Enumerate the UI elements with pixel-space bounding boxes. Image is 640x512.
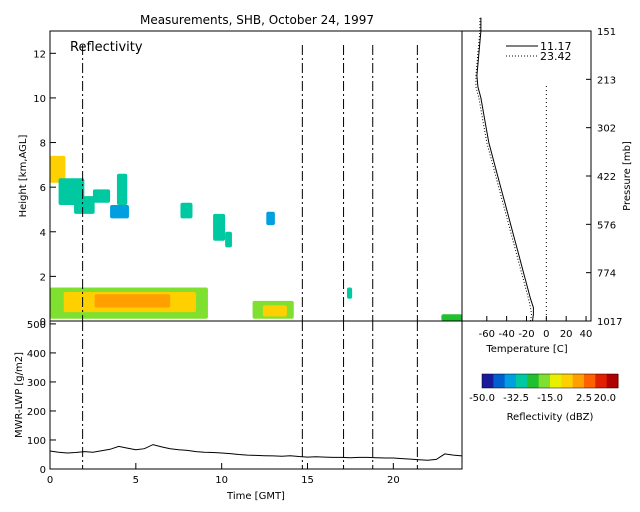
reflectivity-y-axis-label: Height [km,AGL] (18, 135, 29, 218)
y-tick-label: 12 (33, 49, 46, 60)
colorbar-tick-label: 2.5 (576, 393, 592, 404)
reflectivity-panel: 0 2 4 6 8 10 12 Reflectivity Height [km,AGL] (18, 30, 463, 328)
echo-region (441, 314, 462, 321)
echo-region (74, 196, 95, 214)
echo-region (262, 305, 287, 317)
colorbar-label: Reflectivity (dBZ) (507, 412, 594, 423)
profile-legend: 11.17 23.42 (506, 40, 572, 63)
y-tick-label: 300 (27, 378, 46, 389)
y-tick-label: 4 (40, 228, 46, 239)
colorbar-swatch (595, 374, 608, 388)
echo-region (346, 287, 353, 299)
legend-entry-2: 23.42 (540, 50, 572, 63)
colorbar-swatch (516, 374, 528, 388)
pressure-y-ticks: 1017 774 576 422 302 213 151 (586, 27, 622, 328)
lwp-dashed-lines (82, 321, 418, 469)
echo-region (266, 211, 275, 226)
profile-series (475, 17, 547, 322)
time-x-ticks: 0 5 10 15 20 (47, 463, 400, 486)
pressure-tick-label: 151 (597, 27, 616, 38)
temperature-x-ticks: -60 -40 -20 0 20 40 (479, 316, 593, 340)
pressure-tick-label: 213 (597, 75, 616, 86)
echo-region (225, 231, 232, 248)
colorbar-swatch (482, 374, 494, 388)
legend-entry-1: 11.17 (540, 40, 572, 53)
echo-region (94, 294, 171, 308)
y-tick-label: 2 (40, 272, 46, 283)
reflectivity-echoes (50, 155, 462, 321)
pressure-y-axis-label: Pressure [mb] (622, 141, 633, 211)
echo-region (92, 189, 111, 203)
colorbar-swatch (504, 374, 517, 388)
echo-region (110, 205, 129, 219)
colorbar-swatch (527, 374, 540, 388)
colorbar-swatch (584, 374, 596, 388)
lwp-y-axis-label: MWR-LWP [g/m2] (14, 352, 25, 438)
colorbar-swatch (550, 374, 562, 388)
lwp-panel: 0 5 10 15 20 0 100 200 300 400 500 MWR-LWP [g/m2]… (14, 320, 463, 502)
colorbar: -50.0 -32.5 -15.0 2.5 20.0 Reflectivity (dBZ… (469, 373, 619, 423)
y-tick-label: 0 (40, 465, 46, 476)
x-tick-label: 0 (543, 329, 549, 340)
colorbar-swatch (493, 374, 506, 388)
colorbar-swatch (561, 374, 574, 388)
y-tick-label: 10 (33, 94, 46, 105)
profile-line (475, 17, 533, 322)
figure-title: Measurements, SHB, October 24, 1997 (140, 13, 374, 27)
echo-region (50, 155, 66, 183)
y-tick-label: 6 (40, 183, 46, 194)
pressure-tick-label: 774 (597, 269, 616, 280)
reflectivity-frame (49, 30, 463, 322)
x-tick-label: 20 (560, 329, 573, 340)
colorbar-frame (481, 373, 619, 389)
x-tick-label: 10 (215, 475, 228, 486)
y-tick-label: 0 (40, 317, 46, 328)
colorbar-swatches (482, 374, 619, 388)
x-tick-label: -40 (498, 329, 514, 340)
y-tick-label: 500 (27, 320, 46, 331)
pressure-tick-label: 576 (597, 220, 616, 231)
x-tick-label: 5 (133, 475, 139, 486)
temperature-x-axis-label: Temperature [C] (485, 344, 567, 355)
lwp-y-ticks: 0 100 200 300 400 500 (27, 320, 56, 476)
profile-frame (461, 30, 592, 322)
pressure-tick-label: 1017 (597, 317, 622, 328)
reflectivity-panel-label: Reflectivity (70, 40, 143, 55)
colorbar-tick-label: -50.0 (469, 393, 495, 404)
profile-line (476, 17, 534, 322)
reflectivity-y-ticks: 0 2 4 6 8 10 12 (33, 49, 56, 328)
y-tick-label: 100 (27, 436, 46, 447)
colorbar-swatch (606, 374, 619, 388)
x-tick-label: -20 (518, 329, 534, 340)
y-tick-label: 200 (27, 407, 46, 418)
reflectivity-dashed-lines (82, 45, 418, 321)
x-tick-label: -60 (479, 329, 495, 340)
lwp-frame (49, 320, 463, 470)
pressure-tick-label: 422 (597, 172, 616, 183)
lwp-series-line (49, 444, 463, 461)
pressure-tick-label: 302 (597, 124, 616, 135)
colorbar-tick-label: -32.5 (503, 393, 529, 404)
colorbar-tick-label: 20.0 (594, 393, 616, 404)
colorbar-swatch (572, 374, 585, 388)
x-tick-label: 20 (387, 475, 400, 486)
time-x-axis-label: Time [GMT] (226, 491, 285, 502)
y-tick-label: 8 (40, 139, 46, 150)
x-tick-label: 15 (301, 475, 314, 486)
echo-region (213, 213, 226, 241)
y-tick-label: 400 (27, 349, 46, 360)
colorbar-tick-labels: -50.0 -32.5 -15.0 2.5 20.0 (469, 393, 616, 404)
echo-region (180, 202, 193, 219)
colorbar-swatch (538, 374, 551, 388)
x-tick-label: 0 (47, 475, 53, 486)
echo-region (116, 173, 128, 205)
temperature-profile-panel: -60 -40 -20 0 20 40 1017 774 576 422 302 213 151 Te… (461, 17, 633, 355)
colorbar-tick-label: -15.0 (537, 393, 563, 404)
x-tick-label: 40 (580, 329, 593, 340)
